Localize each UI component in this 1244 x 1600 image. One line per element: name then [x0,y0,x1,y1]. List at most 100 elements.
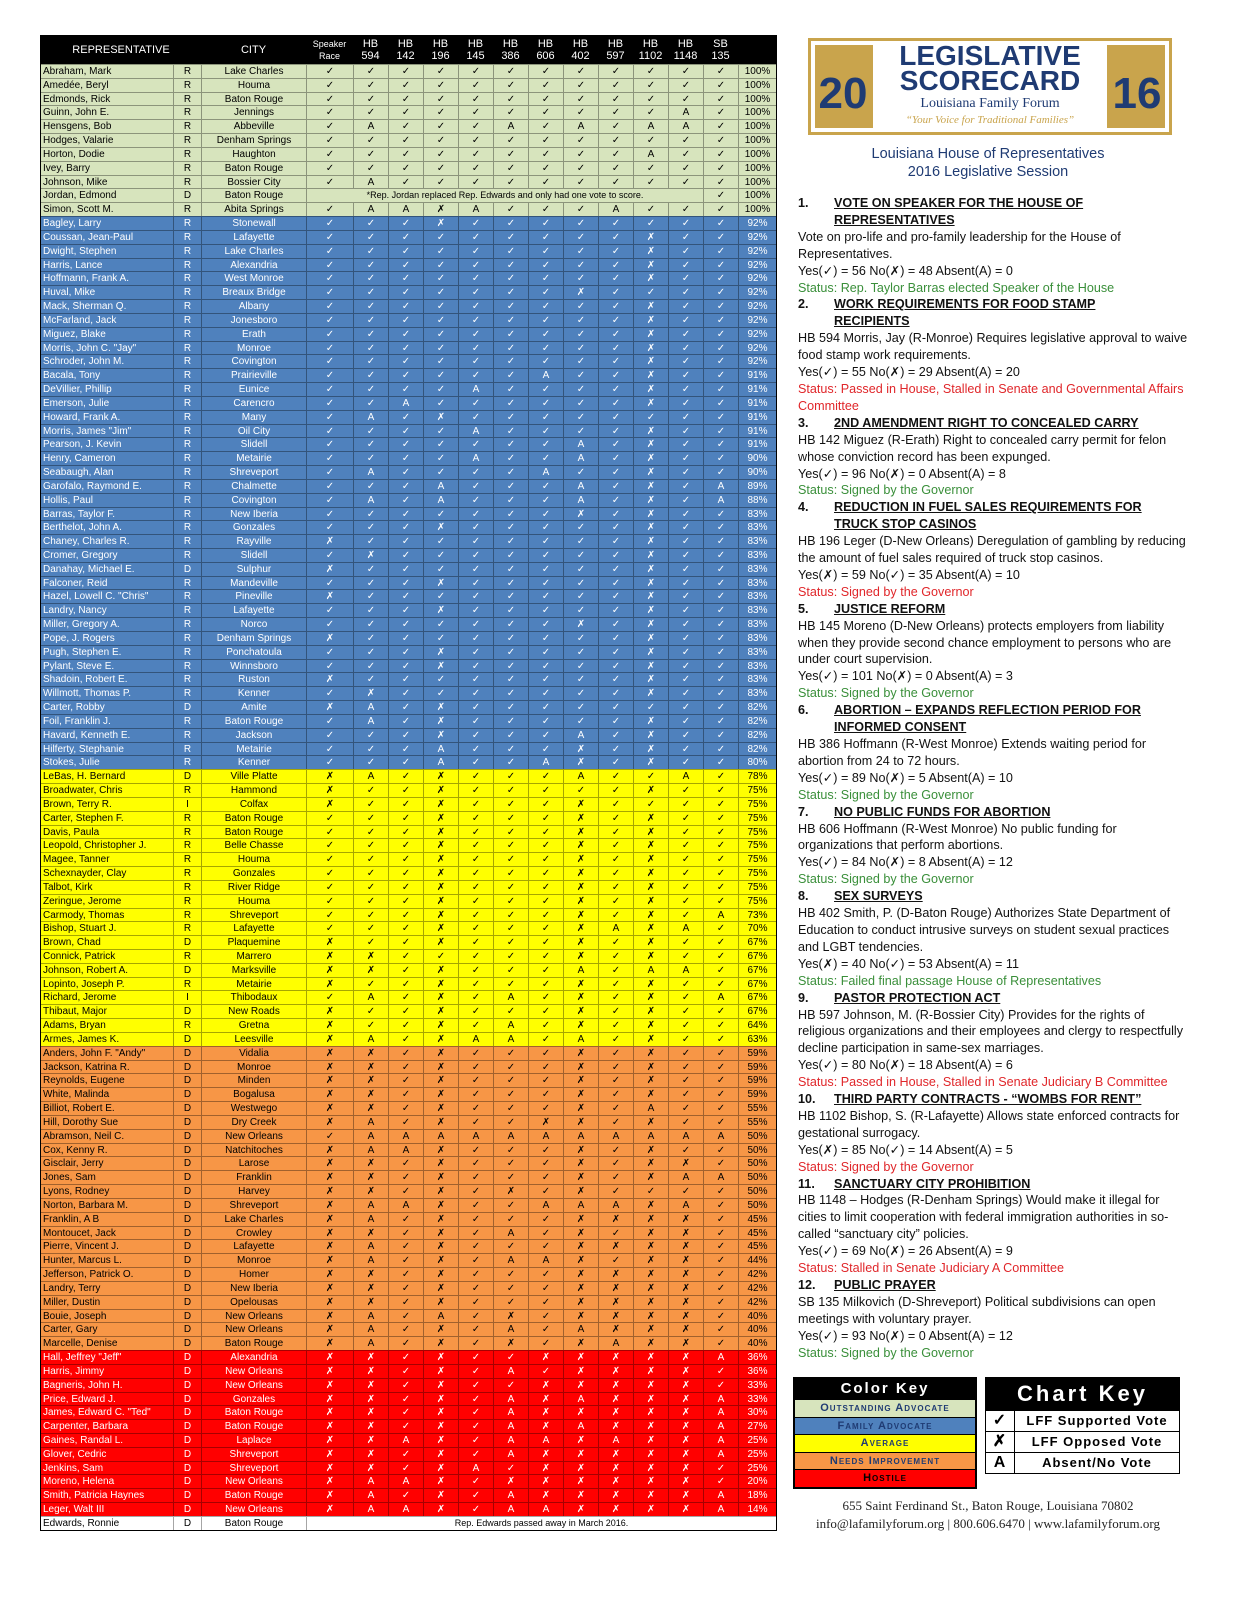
vote: ✓ [493,1102,528,1115]
vote: ✓ [493,1171,528,1185]
vote: ✗ [306,1433,353,1447]
member-name: Norton, Barbara M. [43,1199,129,1211]
score: 45% [738,1226,776,1240]
score: 18% [738,1489,776,1503]
vote: ✓ [493,383,528,396]
vote: ✓ [458,313,493,327]
vote: ✓ [353,452,388,466]
member-party: D [173,1226,201,1240]
vote: A [528,369,563,383]
bill-tally: Yes(✗) = 85 No(✓) = 14 Absent(A) = 5 [798,1142,1013,1157]
vote: ✓ [458,922,493,936]
member-name: Bagneris, John H. [43,1379,123,1391]
vote: A [563,1323,598,1337]
vote: A [528,466,563,479]
member-row: Leger, Walt III D New Orleans ✗ A A ✗ ✓ A A ✗ ✗ ✗ ✗ A 1… [41,1502,776,1516]
member-name: Emerson, Julie [43,397,110,409]
member-city: Shreveport [201,908,306,922]
vote: ✓ [668,1102,703,1115]
vote: ✗ [563,1185,598,1198]
vote: ✗ [563,1171,598,1185]
vote: ✓ [306,521,353,535]
vote: ✓ [563,327,598,341]
vote: ✓ [493,1198,528,1212]
vote: ✓ [703,576,738,590]
member-party: D [173,1351,201,1364]
vote: ✗ [563,1226,598,1240]
vote: ✓ [306,452,353,466]
member-name: Gaines, Randal L. [43,1434,124,1446]
vote: ✗ [633,936,668,949]
vote: ✗ [353,1392,388,1406]
vote: ✓ [528,1143,563,1157]
vote: A [353,701,388,714]
vote: ✗ [306,1378,353,1392]
vote: ✗ [423,853,458,867]
vote: ✓ [703,880,738,894]
vote: ✓ [563,147,598,161]
vote: A [423,1309,458,1323]
member-city: Plaquemine [201,936,306,949]
vote: ✓ [306,341,353,355]
vote: ✓ [598,78,633,92]
vote: ✓ [458,590,493,604]
vote: ✓ [388,1392,423,1406]
score: 83% [738,576,776,590]
member-party: D [173,1392,201,1406]
score: 92% [738,230,776,244]
vote: ✓ [703,244,738,258]
member-name: Marcelle, Denise [43,1338,118,1350]
vote: ✓ [703,535,738,548]
vote: A [633,120,668,134]
vote: ✓ [353,230,388,244]
score: 75% [738,894,776,908]
vote: ✓ [306,161,353,175]
member-city: Gonzales [201,867,306,880]
vote: ✗ [306,631,353,645]
vote: ✓ [563,65,598,78]
member-row: Carmody, Thomas R Shreveport ✓ ✓ ✓ ✗ ✓ ✓ ✓ ✗ ✓ ✗ ✓ A 73… [41,907,776,922]
member-city: Bossier City [201,175,306,189]
logo-line: LEGISLATIVE [899,40,1081,71]
vote: ✓ [598,313,633,327]
vote: A [668,963,703,977]
member-city: Gonzales [201,1392,306,1406]
vote: ✓ [598,714,633,728]
vote: A [703,908,738,922]
bill-description: HB 386 Hoffmann (R-West Monroe) Extends … [798,737,1147,768]
vote: ✓ [703,797,738,811]
vote: ✗ [633,1226,668,1240]
member-party: R [173,977,201,991]
vote: ✓ [493,631,528,645]
vote: ✓ [306,369,353,383]
vote: ✓ [528,203,563,217]
vote: ✓ [493,396,528,410]
member-name: Morris, John C. "Jay" [43,342,137,354]
vote: ✓ [563,92,598,106]
vote: ✓ [353,839,388,853]
vote: ✗ [668,1364,703,1378]
vote: ✓ [388,770,423,784]
member-row: Jackson, Katrina R. D Monroe ✗ ✗ ✓ ✗ ✓ ✓ ✓ ✗ ✓ ✗ ✓ ✓ 59… [41,1059,776,1074]
score: 25% [738,1461,776,1475]
vote: ✓ [703,1032,738,1046]
vote: ✓ [388,355,423,369]
member-name: Howard, Frank A. [43,411,121,423]
vote: ✓ [306,742,353,756]
vote: ✓ [458,1364,493,1378]
vote: ✗ [633,1309,668,1323]
vote: ✓ [388,742,423,756]
subtitle: Louisiana House of Representatives [871,146,1105,162]
vote: ✓ [598,770,633,784]
vote: ✗ [563,867,598,880]
vote: ✓ [458,770,493,784]
score: 83% [738,659,776,673]
vote: ✓ [388,908,423,922]
member-name: Hoffmann, Frank A. [43,273,129,285]
vote: ✓ [563,424,598,438]
vote: ✗ [633,825,668,839]
vote: ✓ [703,286,738,300]
member-party: D [173,1143,201,1157]
vote: ✓ [458,217,493,230]
member-name: Morris, James "Jim" [43,425,132,437]
